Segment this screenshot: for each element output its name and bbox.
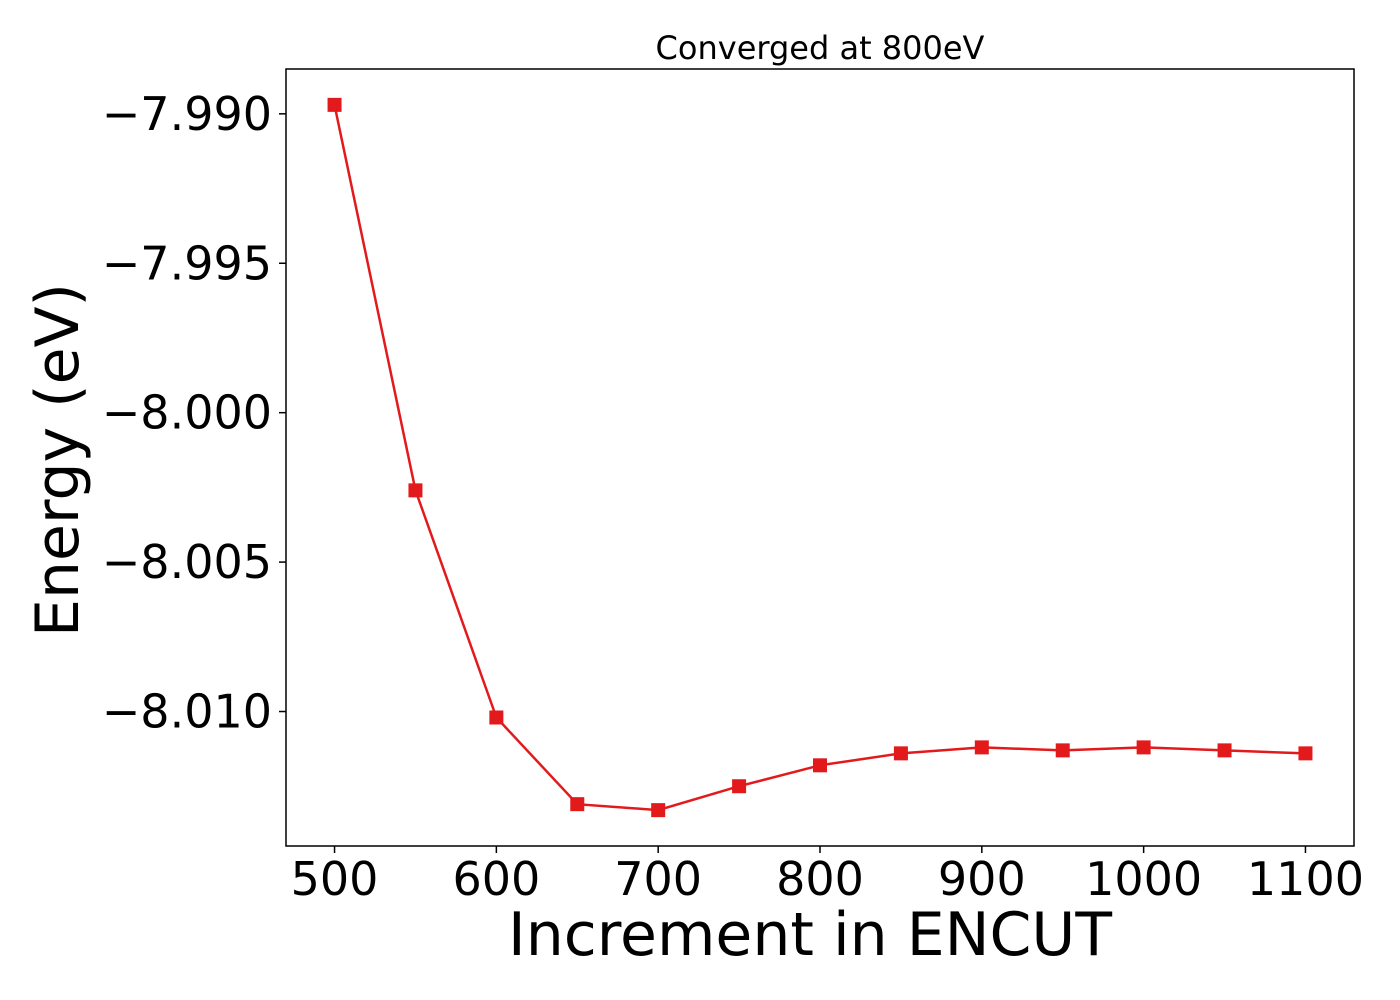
x-axis: 500 600 700 800 900 1000 1100	[291, 846, 1364, 906]
data-point	[1055, 743, 1070, 758]
y-tick-label: −8.010	[102, 685, 272, 739]
data-point	[813, 758, 827, 773]
series-layer	[327, 97, 1313, 818]
data-point	[1217, 743, 1232, 758]
x-tick-label: 700	[614, 852, 702, 906]
y-tick-label: −8.005	[102, 535, 272, 589]
data-point	[974, 740, 989, 755]
x-tick-label: 900	[938, 852, 1026, 906]
x-tick-label: 600	[452, 852, 540, 906]
data-point	[1136, 740, 1151, 755]
data-point	[732, 779, 747, 794]
data-point	[570, 797, 585, 812]
x-tick-label: 500	[291, 852, 379, 906]
data-point	[893, 746, 908, 761]
chart-title: Converged at 800eV	[656, 29, 985, 67]
series-line	[333, 104, 1306, 812]
x-axis-title: Increment in ENCUT	[508, 900, 1112, 970]
plot-area	[285, 68, 1355, 847]
data-point	[489, 710, 504, 725]
data-point	[327, 97, 342, 112]
x-tick-label: 800	[776, 852, 864, 906]
y-axis: −7.990 −7.995 −8.000 −8.005 −8.010	[102, 87, 286, 739]
y-tick-label: −8.000	[102, 386, 272, 440]
y-tick-label: −7.995	[102, 236, 272, 290]
x-tick-label: 1100	[1247, 852, 1364, 906]
data-point	[651, 803, 666, 818]
y-tick-label: −7.990	[102, 87, 272, 141]
data-point	[408, 483, 423, 498]
y-axis-title: Energy (eV)	[23, 283, 93, 637]
data-point	[1298, 746, 1313, 761]
x-tick-label: 1000	[1085, 852, 1202, 906]
